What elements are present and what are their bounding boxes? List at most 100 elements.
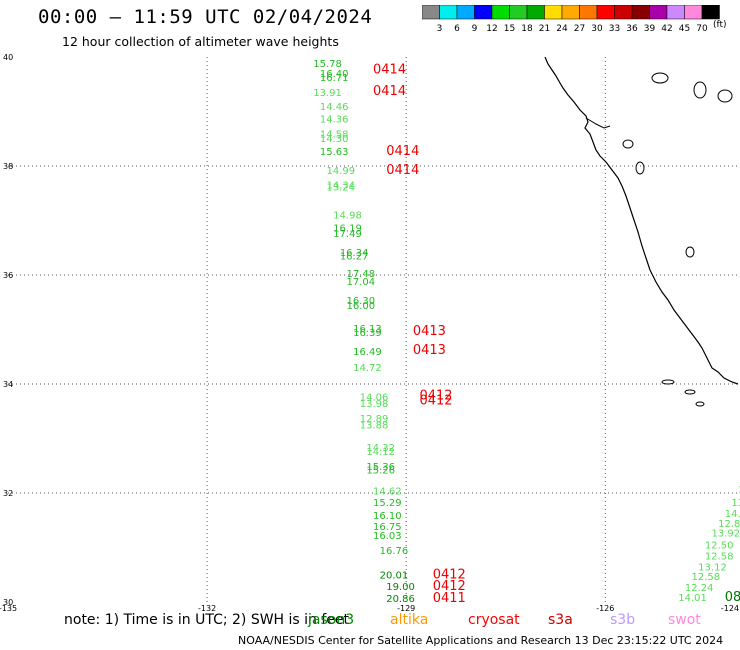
wave-height-label: 14.12: [366, 447, 395, 458]
pass-time-label: 0858: [725, 590, 740, 605]
colorbar-tick-label: 18: [521, 24, 533, 34]
wave-height-label: 12.24: [685, 583, 714, 594]
wave-height-label: 16.76: [380, 546, 409, 557]
wave-height-label: 13.92: [711, 529, 740, 540]
wave-height-label: 16.49: [353, 347, 382, 358]
wave-height-label: 15.78: [313, 59, 342, 70]
x-tick-label: -124: [721, 604, 739, 613]
wave-height-label: 17.49: [333, 229, 362, 240]
wave-height-label: 14.46: [320, 102, 349, 113]
wave-height-label: 16.39: [353, 328, 382, 339]
wave-height-label: 19.00: [386, 582, 415, 593]
x-tick-label: -129: [397, 604, 415, 613]
wave-height-label: 12.58: [705, 551, 734, 562]
pass-time-label: 0414: [373, 62, 406, 77]
colorbar-tick-label: 70: [696, 24, 708, 34]
wave-height-label: 16.10: [373, 511, 402, 522]
wave-height-label: 17.48: [346, 269, 375, 280]
wave-height-label: 12.82: [718, 519, 740, 530]
wave-height-label: 14.01: [678, 593, 707, 604]
legend-jason3: jason3: [308, 612, 355, 628]
colorbar-tick-label: 39: [644, 24, 656, 34]
wave-height-label: 16.27: [340, 252, 369, 263]
island-outline: [684, 389, 696, 395]
wave-height-label: 13.88: [360, 421, 389, 432]
colorbar-tick-label: 30: [591, 24, 603, 34]
colorbar-tick-label: 12: [486, 24, 497, 34]
wave-height-label: 14.58: [320, 130, 349, 141]
wave-height-label: 16.00: [346, 301, 375, 312]
wave-height-label: 14.99: [327, 166, 356, 177]
colorbar-swatch: [701, 5, 720, 20]
lake-outline: [651, 72, 669, 84]
legend-s3b: s3b: [610, 612, 636, 628]
wave-height-label: 15.29: [373, 498, 402, 509]
colorbar-tick-label: 27: [574, 24, 585, 34]
y-tick-label: 36: [3, 271, 13, 280]
y-tick-label: 32: [3, 489, 13, 498]
wave-height-label: 16.75: [373, 522, 402, 533]
colorbar-tick-label: 15: [504, 24, 515, 34]
lake-outline: [693, 81, 707, 99]
x-tick-label: -132: [198, 604, 216, 613]
colorbar-tick-label: 42: [661, 24, 672, 34]
pass-time-label: 0414: [386, 163, 419, 178]
wave-height-label: 17.04: [346, 277, 375, 288]
lake-outline: [635, 161, 645, 175]
chart-title: 00:00 — 11:59 UTC 02/04/2024: [38, 6, 373, 28]
footer-credit: NOAA/NESDIS Center for Satellite Applica…: [238, 634, 724, 647]
wave-height-label: 14.72: [353, 363, 382, 374]
island-outline: [695, 401, 705, 407]
pass-time-label: 0411: [433, 591, 466, 606]
colorbar-tick-label: 45: [679, 24, 690, 34]
legend-cryosat: cryosat: [468, 612, 520, 628]
pass-time-label: 0412: [419, 388, 452, 403]
wave-height-label: 16.34: [340, 248, 369, 259]
legend-altika: altika: [390, 612, 429, 628]
wave-height-label: 13.24: [327, 183, 356, 194]
wave-height-label: 14.36: [320, 114, 349, 125]
wave-height-label: 12.58: [692, 572, 721, 583]
y-tick-label: 40: [3, 53, 13, 62]
wave-height-label: 14.06: [360, 392, 389, 403]
wave-height-label: 15.63: [320, 147, 349, 158]
colorbar-unit: (ft): [713, 20, 727, 30]
wave-height-label: 14.62: [373, 487, 402, 498]
wave-height-label: 13.98: [738, 485, 740, 496]
wave-height-label: 16.03: [373, 531, 402, 542]
colorbar-tick-label: 36: [626, 24, 638, 34]
wave-height-label: 16.19: [333, 223, 362, 234]
island-outline: [661, 379, 675, 385]
colorbar-tick-label: 24: [556, 24, 568, 34]
x-tick-label: -126: [596, 604, 614, 613]
coastline: [544, 56, 739, 385]
colorbar-tick-label: 21: [539, 24, 550, 34]
wave-height-label: 13.91: [313, 88, 342, 99]
legend-swot: swot: [668, 612, 701, 628]
pass-time-label: 0414: [386, 144, 419, 159]
wave-height-label: 14.34: [327, 180, 356, 191]
wave-height-label: 12.89: [360, 414, 389, 425]
wave-height-label: 14.84: [725, 509, 740, 520]
lake-outline: [622, 139, 634, 149]
wave-height-label: 14.32: [366, 443, 395, 454]
pass-time-label: 0413: [413, 324, 446, 339]
grid: [8, 57, 738, 602]
pass-time-label: 0414: [373, 84, 406, 99]
y-tick-label: 34: [3, 380, 13, 389]
colorbar-tick-label: 6: [454, 24, 460, 34]
y-tick-label: 38: [3, 162, 13, 171]
wave-height-label: 14.98: [333, 210, 362, 221]
lake-outline: [685, 246, 695, 258]
wave-height-label: 20.01: [380, 571, 409, 582]
legend-s3a: s3a: [548, 612, 573, 628]
wave-height-label: 16.71: [320, 73, 349, 84]
wave-height-label: 14.30: [320, 134, 349, 145]
colorbar-tick-label: 33: [609, 24, 620, 34]
wave-height-label: 20.86: [386, 594, 415, 605]
x-tick-label: -135: [0, 604, 17, 613]
wave-height-label: 16.13: [353, 324, 382, 335]
wave-height-label: 13.98: [360, 399, 389, 410]
colorbar-tick-label: 3: [437, 24, 443, 34]
